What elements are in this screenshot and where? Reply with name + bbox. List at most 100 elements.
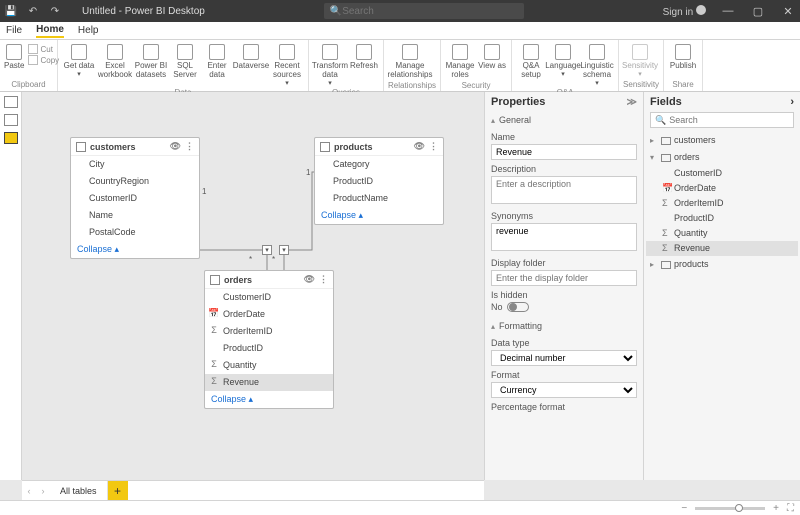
fields-search[interactable]: 🔍 (650, 112, 794, 128)
menu-home[interactable]: Home (36, 24, 64, 38)
prop-folder-input[interactable] (491, 270, 637, 286)
collapse-fields-icon[interactable]: › (790, 96, 794, 108)
signin-button[interactable]: Sign in (663, 5, 706, 18)
prop-name-input[interactable] (491, 144, 637, 160)
prop-datatype-label: Data type (491, 338, 637, 348)
fieldtree-field-quantity[interactable]: ΣQuantity (646, 226, 798, 241)
more-icon[interactable]: ⋮ (429, 141, 438, 152)
table-orders-header[interactable]: orders 👁 ⋮ (205, 271, 333, 289)
table-orders[interactable]: orders 👁 ⋮ CustomerID📅OrderDateΣOrderIte… (204, 270, 334, 409)
prop-datatype-select[interactable]: Decimal number (491, 350, 637, 366)
recent-sources-button[interactable]: Recent sources▾ (270, 42, 304, 87)
field-type-icon: Σ (662, 227, 672, 240)
zoom-in[interactable]: + (773, 503, 779, 514)
fieldtree-field-productid[interactable]: ProductID (646, 211, 798, 226)
field-orderitemid[interactable]: ΣOrderItemID (205, 323, 333, 340)
collapse-products[interactable]: Collapse (315, 207, 443, 224)
field-revenue[interactable]: ΣRevenue (205, 374, 333, 391)
fieldtree-field-revenue[interactable]: ΣRevenue (646, 241, 798, 256)
paste-button[interactable]: Paste (4, 42, 24, 79)
fieldtree-table-customers[interactable]: ▸customers (646, 132, 798, 149)
layout-tabs: ‹ › All tables + (22, 480, 484, 500)
prop-desc-input[interactable] (491, 176, 637, 204)
visibility-icon[interactable]: 👁 (414, 141, 425, 152)
sql-server-button[interactable]: SQL Server (170, 42, 200, 87)
visibility-icon[interactable]: 👁 (170, 141, 181, 152)
field-postalcode[interactable]: PostalCode (71, 224, 199, 241)
group-label-clipboard: Clipboard (4, 80, 53, 89)
menu-help[interactable]: Help (78, 25, 99, 36)
dataverse-button[interactable]: Dataverse (234, 42, 268, 87)
tabs-prev[interactable]: ‹ (22, 486, 36, 496)
field-productid[interactable]: ProductID (205, 340, 333, 357)
transform-data-button[interactable]: Transform data▾ (313, 42, 347, 87)
add-layout-tab[interactable]: + (108, 481, 128, 500)
prop-format-select[interactable]: Currency (491, 382, 637, 398)
table-customers-header[interactable]: customers 👁 ⋮ (71, 138, 199, 156)
fieldtree-table-orders[interactable]: ▾orders (646, 149, 798, 166)
collapse-orders[interactable]: Collapse (205, 391, 333, 408)
field-quantity[interactable]: ΣQuantity (205, 357, 333, 374)
fieldtree-field-orderitemid[interactable]: ΣOrderItemID (646, 196, 798, 211)
data-view-icon[interactable] (4, 114, 18, 126)
menu-file[interactable]: File (6, 25, 22, 36)
hidden-toggle[interactable] (507, 302, 529, 312)
field-customerid[interactable]: CustomerID (71, 190, 199, 207)
excel-button[interactable]: Excel workbook (98, 42, 132, 87)
pbi-datasets-button[interactable]: Power BI datasets (134, 42, 168, 87)
copy-button[interactable]: Copy (28, 55, 59, 65)
enter-data-button[interactable]: Enter data (202, 42, 232, 87)
collapse-properties-icon[interactable]: ≫ (627, 97, 637, 108)
global-search[interactable]: 🔍 (324, 3, 524, 19)
sensitivity-button[interactable]: Sensitivity▾ (623, 42, 657, 79)
table-products[interactable]: products 👁 ⋮ CategoryProductIDProductNam… (314, 137, 444, 225)
section-formatting[interactable]: Formatting (491, 318, 637, 334)
linguistic-schema-button[interactable]: Linguistic schema▾ (580, 42, 614, 87)
get-data-button[interactable]: Get data▾ (62, 42, 96, 87)
close-button[interactable]: ✕ (780, 5, 796, 18)
model-canvas[interactable]: 1 * 1 * ▾ ▾ customers 👁 ⋮ CityCountryReg… (22, 92, 484, 480)
layout-tab-alltables[interactable]: All tables (50, 481, 108, 500)
cut-button[interactable]: Cut (28, 44, 59, 54)
fit-to-page-icon[interactable]: ⛶ (787, 503, 794, 514)
section-general[interactable]: General (491, 112, 637, 128)
manage-relationships-button[interactable]: Manage relationships (388, 42, 432, 80)
collapse-customers[interactable]: Collapse (71, 241, 199, 258)
fieldtree-table-products[interactable]: ▸products (646, 256, 798, 273)
relationship-filter-icon: ▾ (279, 245, 289, 255)
manage-roles-button[interactable]: Manage roles (445, 42, 475, 80)
report-view-icon[interactable] (4, 96, 18, 108)
field-orderdate[interactable]: 📅OrderDate (205, 306, 333, 323)
model-view-icon[interactable] (4, 132, 18, 144)
redo-icon[interactable]: ↷ (48, 4, 62, 18)
more-icon[interactable]: ⋮ (185, 141, 194, 152)
zoom-out[interactable]: − (681, 503, 687, 514)
language-button[interactable]: Language▾ (548, 42, 578, 87)
field-countryregion[interactable]: CountryRegion (71, 173, 199, 190)
save-icon[interactable]: 💾 (4, 4, 18, 18)
field-customerid[interactable]: CustomerID (205, 289, 333, 306)
field-city[interactable]: City (71, 156, 199, 173)
table-customers[interactable]: customers 👁 ⋮ CityCountryRegionCustomerI… (70, 137, 200, 259)
more-icon[interactable]: ⋮ (319, 274, 328, 285)
fieldtree-field-orderdate[interactable]: 📅OrderDate (646, 181, 798, 196)
fieldtree-field-customerid[interactable]: CustomerID (646, 166, 798, 181)
visibility-icon[interactable]: 👁 (304, 274, 315, 285)
table-products-header[interactable]: products 👁 ⋮ (315, 138, 443, 156)
field-category[interactable]: Category (315, 156, 443, 173)
view-as-button[interactable]: View as (477, 42, 507, 80)
undo-icon[interactable]: ↶ (26, 4, 40, 18)
field-productid[interactable]: ProductID (315, 173, 443, 190)
field-productname[interactable]: ProductName (315, 190, 443, 207)
field-name[interactable]: Name (71, 207, 199, 224)
publish-button[interactable]: Publish (668, 42, 698, 79)
tabs-next[interactable]: › (36, 486, 50, 496)
zoom-slider[interactable] (695, 507, 765, 510)
qa-setup-button[interactable]: Q&A setup (516, 42, 546, 87)
maximize-button[interactable]: ▢ (750, 5, 766, 18)
global-search-input[interactable] (342, 6, 518, 17)
refresh-button[interactable]: Refresh (349, 42, 379, 87)
fields-search-input[interactable] (669, 115, 789, 125)
prop-syn-input[interactable] (491, 223, 637, 251)
minimize-button[interactable]: — (720, 5, 736, 17)
